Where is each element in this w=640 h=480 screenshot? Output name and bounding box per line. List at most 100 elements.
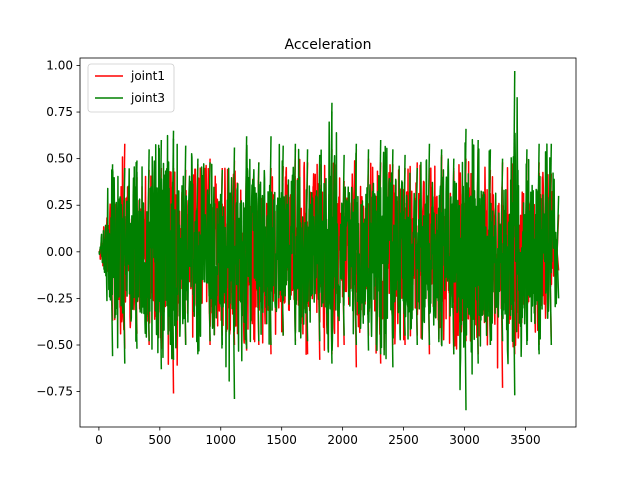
series-peak-joint3 [159, 139, 163, 252]
series-peak-joint3 [512, 71, 516, 252]
series-peak-joint3 [207, 251, 211, 342]
series-peak-joint3 [549, 143, 553, 252]
legend: joint1 joint3 [87, 63, 175, 113]
series-peak-joint3 [475, 251, 479, 364]
series-peak-joint3 [414, 167, 418, 252]
series-peak-joint3 [463, 128, 467, 252]
series-peak-joint3 [366, 149, 370, 252]
series-peak-joint3 [171, 130, 175, 252]
series-peak-joint3 [390, 149, 394, 252]
series-peak-joint3 [378, 139, 382, 252]
series-peak-joint3 [305, 149, 309, 252]
series-peak-joint3 [524, 251, 528, 346]
y-tick-label: −0.75 [36, 385, 73, 399]
series-peak-joint3 [195, 251, 199, 355]
legend-label-joint3: joint3 [130, 91, 165, 105]
series-peak-joint3 [427, 251, 431, 346]
series-peak-joint3 [524, 149, 528, 252]
x-tick-label: 500 [148, 433, 171, 447]
series-peak-joint3 [556, 251, 560, 299]
series-peak-joint3 [232, 251, 236, 400]
series-peak-joint3 [427, 143, 431, 252]
series-peak-joint3 [378, 251, 382, 355]
legend-label-joint1: joint1 [130, 69, 165, 83]
series-peak-joint3 [220, 169, 224, 252]
axes-frame [79, 57, 577, 428]
series-peak-joint3 [256, 162, 260, 252]
y-tick-label: 0.00 [46, 245, 73, 259]
series-peak-joint3 [366, 251, 370, 351]
series-peak-joint3 [439, 149, 443, 252]
y-axis: −0.75 −0.50 −0.25 0.00 0.25 0.50 0.75 1.00 [36, 58, 80, 399]
series-peak-joint3 [402, 251, 406, 336]
x-tick-label: 3500 [510, 433, 541, 447]
series-peak-joint3 [536, 251, 540, 355]
series-peak-joint3 [439, 251, 443, 346]
y-tick-label: 0.50 [46, 152, 73, 166]
series-peak-joint3 [549, 251, 553, 346]
series-peak-joint3 [110, 251, 114, 357]
y-tick-label: 0.25 [46, 198, 73, 212]
series-peak-joint3 [500, 251, 504, 342]
series-peak-joint3 [110, 164, 114, 252]
series-peak-joint3 [244, 136, 248, 252]
series-peak-joint3 [183, 251, 187, 346]
series-peak-joint3 [341, 154, 345, 252]
x-tick-label: 3000 [449, 433, 480, 447]
series-peak-joint3 [536, 143, 540, 252]
series-peak-joint3 [293, 143, 297, 252]
series-peak-joint3 [354, 143, 358, 252]
series-peak-joint3 [317, 154, 321, 252]
y-tick-label: −0.50 [36, 338, 73, 352]
series-peak-joint3 [463, 251, 467, 411]
series-peak-joint3 [232, 147, 236, 252]
series-peak-joint3 [159, 251, 163, 370]
series-peak-joint3 [280, 145, 284, 252]
series-peak-joint3 [556, 195, 560, 252]
series-peak-joint3 [220, 251, 224, 346]
series-peak-joint3 [488, 251, 492, 346]
plot-area [98, 71, 560, 411]
series-peak-joint3 [268, 136, 272, 252]
series-peak-joint3 [183, 145, 187, 252]
series-peak-joint3 [354, 251, 358, 346]
series-peak-joint3 [341, 251, 345, 336]
series-peak-joint3 [146, 149, 150, 252]
series-line-joint3 [98, 96, 558, 391]
series-peak-joint3 [280, 251, 284, 336]
series-peak-joint3 [293, 251, 297, 346]
series-peak-joint3 [122, 251, 126, 364]
series-peak-joint3 [134, 160, 138, 252]
series-peak-joint3 [451, 158, 455, 252]
series-peak-joint3 [402, 154, 406, 252]
series-peak-joint3 [414, 251, 418, 346]
series-peak-joint3 [329, 251, 333, 364]
chart-title: Acceleration [285, 37, 372, 53]
series-peak-joint3 [305, 251, 309, 342]
series-peak-joint3 [122, 167, 126, 252]
series-peak-joint3 [329, 102, 333, 252]
x-tick-label: 1000 [205, 433, 236, 447]
series-peak-joint3 [500, 158, 504, 252]
series-peak-joint3 [475, 139, 479, 252]
x-tick-label: 2500 [388, 433, 419, 447]
x-axis: 0 500 1000 1500 2000 2500 3000 3500 [95, 427, 541, 447]
series-peak-joint3 [195, 158, 199, 252]
x-tick-label: 0 [95, 433, 103, 447]
series-peak-joint3 [207, 162, 211, 252]
series-peak-joint3 [244, 251, 248, 349]
x-tick-label: 1500 [266, 433, 297, 447]
y-tick-label: 1.00 [46, 58, 73, 72]
series-peak-joint3 [256, 251, 260, 342]
series-peak-joint3 [488, 149, 492, 252]
series-peak-joint3 [134, 251, 138, 349]
series-peak-joint3 [268, 251, 272, 346]
series-peak-joint3 [317, 251, 321, 342]
series-peak-joint3 [512, 251, 516, 396]
series-peak-joint3 [451, 251, 455, 355]
series-peak-joint3 [146, 251, 150, 342]
series-peak-joint3 [171, 251, 175, 360]
x-tick-label: 2000 [327, 433, 358, 447]
series-peak-joint3 [390, 251, 394, 368]
